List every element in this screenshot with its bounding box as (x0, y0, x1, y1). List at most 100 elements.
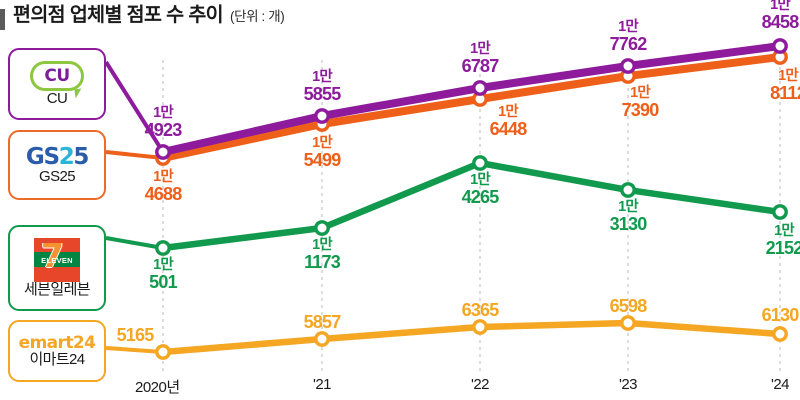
data-label-이마트24-1: 5857 (285, 313, 359, 331)
x-axis-label-0: 2020년 (135, 379, 180, 396)
data-label-이마트24-4: 6130 (743, 306, 800, 324)
data-label-GS25-1: 1만 5499 (285, 136, 359, 169)
legend-label-cu: CU (46, 90, 68, 108)
data-label-man: 1만 (312, 135, 333, 151)
data-label-value: 4265 (461, 186, 500, 207)
data-label-value: 6787 (461, 55, 500, 76)
data-label-CU-0: 1만 4923 (126, 106, 200, 139)
data-label-value: 6130 (761, 305, 800, 325)
legend-item-seven-eleven[interactable]: 7 ELEVEN 세븐일레븐 (8, 225, 106, 311)
data-label-value: 4688 (144, 183, 183, 204)
data-label-value: 7762 (609, 33, 648, 54)
data-label-CU-1: 1만 5855 (285, 70, 359, 103)
legend-item-gs25[interactable]: GS25 GS25 (8, 130, 106, 200)
data-label-GS25-3: 1만 7390 (603, 86, 677, 119)
emart24-logo-icon: emart24 (18, 332, 96, 353)
legend-item-cu[interactable]: CU CU (8, 48, 106, 120)
legend-connector-3 (105, 346, 164, 354)
data-label-세븐일레븐-0: 1만 501 (126, 258, 200, 291)
x-axis-label-4: '24 (770, 376, 790, 393)
cu-logo-text: CU (44, 66, 70, 87)
page-title: 편의점 업체별 점포 수 추이 (단위 : 개) (0, 4, 285, 32)
title-text: 편의점 업체별 점포 수 추이 (13, 4, 224, 26)
data-label-value: 6365 (461, 300, 500, 320)
data-label-value: 501 (149, 271, 177, 292)
data-label-이마트24-2: 6365 (443, 301, 517, 319)
data-point-marker[interactable] (314, 220, 330, 236)
data-point-marker[interactable] (472, 80, 488, 96)
data-label-세븐일레븐-2: 1만 4265 (443, 173, 517, 206)
x-axis-label-3: '23 (618, 376, 638, 393)
data-point-marker[interactable] (472, 155, 488, 171)
legend-item-emart24[interactable]: emart24 이마트24 (8, 320, 106, 382)
data-label-value: 1173 (304, 251, 341, 272)
data-label-man: 1만 (778, 68, 799, 84)
data-label-세븐일레븐-4: 1만 2152 (747, 224, 800, 257)
data-label-GS25-2: 1만 6448 (471, 105, 545, 138)
data-label-이마트24-0: 5165 (98, 326, 172, 344)
legend-label-emart24: 이마트24 (29, 350, 85, 368)
data-label-GS25-4: 1만8112 (751, 69, 800, 102)
data-label-value: 5857 (303, 312, 342, 332)
data-label-man: 1만 (470, 172, 491, 188)
series-line-이마트24 (159, 319, 784, 356)
gs25-logo-gs: GS (25, 143, 60, 170)
data-point-marker[interactable] (155, 144, 171, 160)
data-point-marker[interactable] (620, 182, 636, 198)
data-label-value: 3130 (609, 213, 648, 234)
emart24-logo-number: 24 (72, 332, 96, 353)
gs25-logo-5: 5 (73, 143, 89, 170)
data-point-marker[interactable] (772, 326, 788, 342)
data-label-value: 8112 (770, 82, 800, 103)
data-label-value: 8458 (761, 11, 800, 32)
data-label-value: 2152 (765, 237, 800, 258)
data-label-value: 5499 (303, 149, 342, 170)
title-unit-text: (단위 : 개) (230, 9, 285, 24)
data-label-세븐일레븐-3: 1만 3130 (591, 200, 665, 233)
data-point-marker[interactable] (314, 108, 330, 124)
data-point-marker[interactable] (314, 331, 330, 347)
gs25-logo-2: 2 (58, 143, 75, 170)
data-label-value: 5165 (116, 325, 155, 345)
legend-connector-1 (105, 150, 164, 160)
data-label-man: 1만 (498, 104, 519, 120)
legend-connector-2 (105, 236, 164, 250)
legend-connector-0 (104, 60, 165, 154)
data-label-man: 1만 (774, 223, 795, 239)
data-label-value: 5855 (303, 83, 342, 104)
data-label-man: 1만 (312, 69, 333, 85)
data-label-man: 1만 (153, 105, 174, 121)
data-label-CU-3: 1만 7762 (591, 20, 665, 53)
data-point-marker[interactable] (772, 38, 788, 54)
data-label-value: 6598 (609, 296, 648, 316)
data-point-marker[interactable] (620, 315, 636, 331)
data-label-man: 1만 (312, 237, 333, 253)
data-label-value: 7390 (621, 99, 660, 120)
data-label-man: 1만 (630, 85, 651, 101)
data-label-세븐일레븐-1: 1만 1173 (285, 238, 359, 271)
title-accent-bar (0, 8, 5, 30)
legend-label-seven-eleven: 세븐일레븐 (23, 281, 91, 299)
data-point-marker[interactable] (772, 204, 788, 220)
data-point-marker[interactable] (620, 58, 636, 74)
gs25-logo-icon: GS25 (25, 143, 90, 170)
data-point-marker[interactable] (155, 344, 171, 360)
seven-eleven-logo-icon: 7 ELEVEN (34, 236, 80, 283)
data-label-이마트24-3: 6598 (591, 297, 665, 315)
data-label-man: 1만 (153, 169, 174, 185)
x-axis-label-1: '21 (312, 376, 332, 393)
emart24-logo-word: emart (18, 332, 74, 353)
data-label-man: 1만 (153, 257, 174, 273)
seven-eleven-logo-number: 7 (41, 236, 64, 276)
data-label-CU-4: 1만 8458 (743, 0, 800, 31)
data-label-man: 1만 (770, 0, 791, 13)
legend-label-gs25: GS25 (39, 167, 76, 185)
data-point-marker[interactable] (155, 240, 171, 256)
data-point-marker[interactable] (472, 319, 488, 335)
seven-eleven-logo-word: ELEVEN (41, 256, 73, 266)
data-label-man: 1만 (618, 19, 639, 35)
cu-logo-icon: CU (30, 61, 84, 99)
data-label-man: 1만 (470, 41, 491, 57)
